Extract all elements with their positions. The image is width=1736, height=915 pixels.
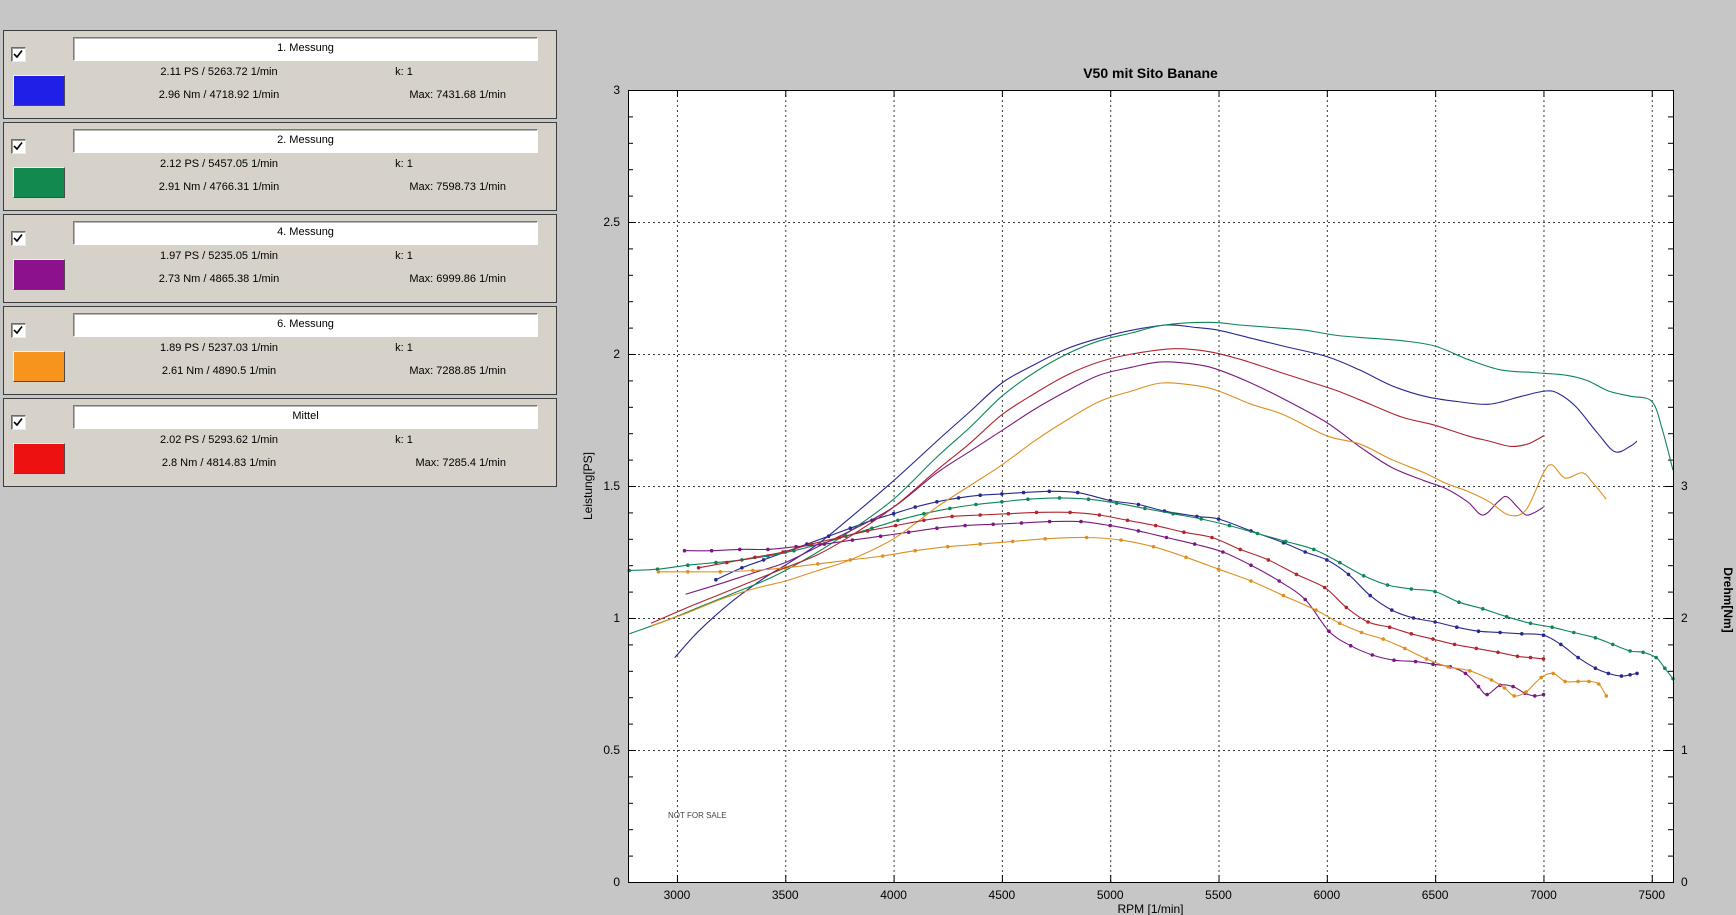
legend-panel-3: 6. Messung 1.89 PS / 5237.03 1/min k: 1 … [3,306,557,395]
k-factor-value: k: 1 [334,342,474,354]
check-icon [13,417,23,427]
y-axis-label-left: Leistung[PS] [581,452,595,520]
svg-text:3: 3 [1681,479,1688,493]
max-rpm-value: Max: 7598.73 1/min [304,181,506,193]
k-factor-value: k: 1 [334,158,474,170]
series-color-swatch[interactable] [13,351,65,382]
svg-text:4500: 4500 [989,888,1016,902]
chart-title: V50 mit Sito Banane [1083,65,1218,81]
measurement-name-field[interactable]: 1. Messung [73,37,538,61]
svg-text:2.5: 2.5 [603,215,620,229]
check-icon [13,325,23,335]
measurement-name-field[interactable]: 6. Messung [73,313,538,337]
svg-text:2: 2 [613,347,620,361]
series-color-swatch[interactable] [13,443,65,474]
svg-text:0: 0 [1681,875,1688,889]
svg-text:7500: 7500 [1638,888,1665,902]
legend-panel-2: 4. Messung 1.97 PS / 5235.05 1/min k: 1 … [3,214,557,303]
k-factor-value: k: 1 [334,434,474,446]
k-factor-value: k: 1 [334,250,474,262]
check-icon [13,141,23,151]
max-rpm-value: Max: 6999.86 1/min [304,273,506,285]
peak-power-value: 2.02 PS / 5293.62 1/min [74,434,364,446]
series-color-swatch[interactable] [13,167,65,198]
not-for-sale-watermark: NOT FOR SALE [668,811,727,820]
svg-text:0: 0 [613,875,620,889]
x-axis-label: RPM [1/min] [1117,902,1183,915]
svg-text:7000: 7000 [1530,888,1557,902]
series-color-swatch[interactable] [13,75,65,106]
checkbox-icon[interactable] [11,323,26,338]
svg-text:4000: 4000 [880,888,907,902]
checkbox-icon[interactable] [11,139,26,154]
max-rpm-value: Max: 7288.85 1/min [304,365,506,377]
svg-text:3: 3 [613,83,620,97]
check-icon [13,49,23,59]
measurement-legend: 1. Messung 2.11 PS / 5263.72 1/min k: 1 … [3,30,557,490]
measurement-name-field[interactable]: 4. Messung [73,221,538,245]
svg-text:6000: 6000 [1313,888,1340,902]
legend-panel-4: Mittel 2.02 PS / 5293.62 1/min k: 1 2.8 … [3,398,557,487]
legend-panel-0: 1. Messung 2.11 PS / 5263.72 1/min k: 1 … [3,30,557,119]
peak-power-value: 2.12 PS / 5457.05 1/min [74,158,364,170]
svg-text:1: 1 [1681,743,1688,757]
max-rpm-value: Max: 7285.4 1/min [304,457,506,469]
legend-panel-1: 2. Messung 2.12 PS / 5457.05 1/min k: 1 … [3,122,557,211]
svg-text:0.5: 0.5 [603,743,620,757]
checkbox-icon[interactable] [11,47,26,62]
series-color-swatch[interactable] [13,259,65,290]
dyno-app-window: 3000 3500 4000 4500 5000 5500 6000 6500 7000 7500… [0,0,1736,915]
peak-power-value: 1.97 PS / 5235.05 1/min [74,250,364,262]
peak-power-value: 1.89 PS / 5237.03 1/min [74,342,364,354]
k-factor-value: k: 1 [334,66,474,78]
peak-power-value: 2.11 PS / 5263.72 1/min [74,66,364,78]
check-icon [13,233,23,243]
svg-text:6500: 6500 [1422,888,1449,902]
svg-text:1.5: 1.5 [603,479,620,493]
y-axis-label-right: Drehm[Nm] [1721,567,1735,632]
checkbox-icon[interactable] [11,231,26,246]
svg-text:5500: 5500 [1205,888,1232,902]
max-rpm-value: Max: 7431.68 1/min [304,89,506,101]
svg-text:2: 2 [1681,611,1688,625]
measurement-name-field[interactable]: Mittel [73,405,538,429]
checkbox-icon[interactable] [11,415,26,430]
svg-text:1: 1 [613,611,620,625]
measurement-name-field[interactable]: 2. Messung [73,129,538,153]
svg-text:3000: 3000 [664,888,691,902]
svg-text:3500: 3500 [772,888,799,902]
svg-text:5000: 5000 [1097,888,1124,902]
